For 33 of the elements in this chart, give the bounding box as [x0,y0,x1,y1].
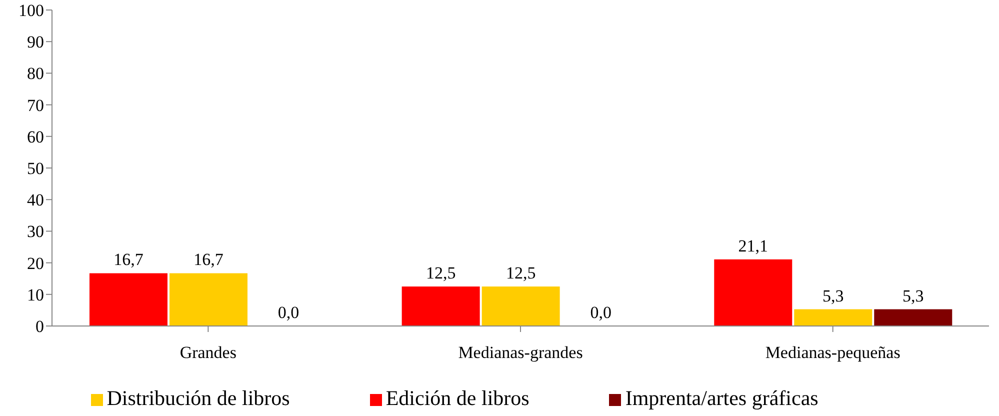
bar [89,273,168,326]
data-label: 5,3 [902,286,924,306]
data-label: 21,1 [738,236,768,256]
bar [402,286,480,326]
data-label: 0,0 [278,302,300,322]
y-tick-label: 90 [27,32,44,52]
data-label: 12,5 [426,264,456,282]
x-tick-label: Grandes [180,343,236,362]
legend-label: Imprenta/artes gráficas [625,386,818,410]
legend-label: Edición de libros [386,386,530,410]
data-label: 12,5 [506,264,536,282]
data-label: 16,7 [114,250,144,270]
y-tick-label: 40 [27,190,44,210]
data-label: 0,0 [590,302,612,322]
y-tick-label: 10 [27,285,44,304]
y-tick-label: 50 [27,159,44,178]
y-tick-label: 70 [27,96,44,115]
y-tick-label: 20 [27,254,44,273]
x-tick-label: Medianas-pequeñas [765,343,900,362]
bar [169,273,248,326]
x-tick-label: Medianas-grandes [458,343,583,362]
y-tick-label: 0 [36,317,44,336]
y-tick-label: 100 [18,1,44,20]
bar [482,286,560,326]
bar [794,309,872,326]
legend-label: Distribución de libros [106,386,290,410]
y-tick-label: 60 [27,127,44,146]
bar [714,259,792,326]
data-label: 16,7 [194,250,224,270]
y-tick-label: 80 [27,64,44,84]
bar [874,309,952,326]
data-label: 5,3 [822,286,844,306]
y-tick-label: 30 [27,222,44,242]
